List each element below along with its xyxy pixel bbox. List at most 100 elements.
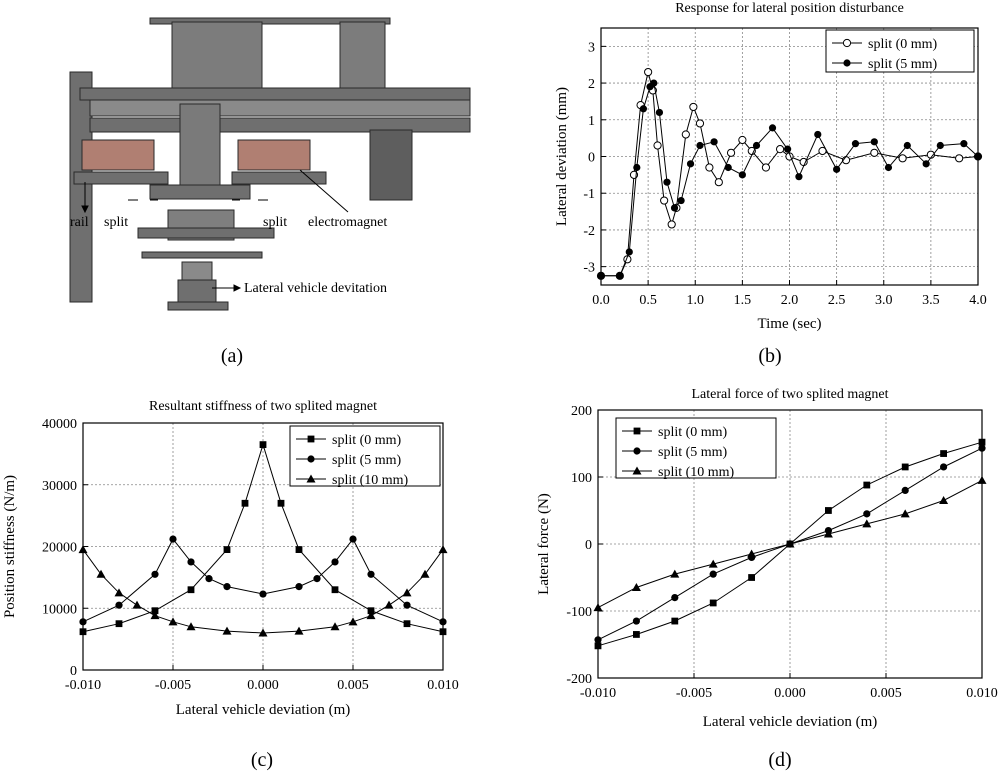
data-point xyxy=(115,620,123,628)
data-point xyxy=(671,594,679,602)
y-tick-label: -1 xyxy=(583,187,595,202)
data-point xyxy=(367,607,375,615)
maglev-diagram xyxy=(69,17,471,311)
x-tick-label: 4.0 xyxy=(969,293,987,308)
x-axis-label: Lateral vehicle deviation (m) xyxy=(176,702,351,718)
data-point xyxy=(650,79,658,87)
data-point xyxy=(348,617,358,626)
data-point xyxy=(633,163,641,172)
data-point xyxy=(708,559,718,568)
y-tick-label: 30000 xyxy=(42,479,77,494)
data-point xyxy=(79,628,87,636)
data-point xyxy=(851,140,860,148)
data-point xyxy=(670,204,679,212)
data-point xyxy=(747,549,757,558)
data-point xyxy=(901,486,909,494)
data-point xyxy=(862,519,872,528)
y-tick-label: 20000 xyxy=(42,541,77,556)
data-point xyxy=(96,569,106,578)
y-tick-label: -200 xyxy=(566,672,592,687)
chart-lateral-response: 0.0 0.5 1.0 1.5 2.0 2.5 3.0 3.5 4.0 -3 -2 -1 0 1 2 3 Res… xyxy=(554,1,987,332)
y-tick-label: -2 xyxy=(583,224,595,239)
data-point xyxy=(710,138,718,146)
data-point xyxy=(114,588,124,597)
data-point xyxy=(294,626,304,635)
data-point xyxy=(795,173,803,181)
data-point xyxy=(259,441,267,449)
left-frame xyxy=(69,71,93,303)
series-2 xyxy=(79,535,447,626)
data-point xyxy=(439,628,447,636)
legend-label: split (5 mm) xyxy=(332,453,402,468)
data-point xyxy=(978,438,986,446)
data-point xyxy=(677,196,685,205)
rail-right xyxy=(231,171,327,185)
legend-label: split (0 mm) xyxy=(868,37,938,52)
data-point xyxy=(402,588,412,597)
foot xyxy=(167,301,229,311)
data-point xyxy=(726,148,736,157)
cross-beam-2 xyxy=(89,99,471,117)
rail-label: rail xyxy=(70,215,89,230)
legend-label: split (10 mm) xyxy=(658,465,735,480)
legend: split (0 mm) split (5 mm) split (10 mm) xyxy=(289,425,441,488)
data-point xyxy=(901,463,909,471)
x-tick-label: 0.000 xyxy=(774,686,806,701)
data-point xyxy=(366,611,376,620)
x-tick-label: 2.5 xyxy=(828,293,846,308)
y-tick-label: 40000 xyxy=(42,417,77,432)
data-point xyxy=(258,628,268,637)
x-tick-label: -0.005 xyxy=(155,678,191,693)
data-point xyxy=(705,163,714,172)
data-point xyxy=(940,463,948,471)
data-point xyxy=(295,583,303,591)
legend-label: split (0 mm) xyxy=(658,425,728,440)
data-point xyxy=(709,599,717,607)
x-tick-label: 1.5 xyxy=(734,293,752,308)
series-2 xyxy=(597,79,982,280)
stem-lower xyxy=(177,279,217,305)
data-point xyxy=(775,145,785,154)
data-point xyxy=(631,583,641,592)
data-point xyxy=(403,601,411,609)
lower-plate xyxy=(137,227,275,239)
panel-label-c: (c) xyxy=(251,749,273,771)
data-point xyxy=(940,450,947,457)
split-label-right: split xyxy=(263,215,287,230)
y-tick-label: -3 xyxy=(583,261,595,276)
y-tick-label: -100 xyxy=(566,605,592,620)
data-point xyxy=(974,152,982,161)
upper-column-right xyxy=(339,21,386,93)
data-point xyxy=(689,102,698,112)
data-point xyxy=(639,105,648,113)
data-point xyxy=(681,130,690,139)
data-point xyxy=(616,272,624,280)
x-tick-label: 0.010 xyxy=(427,678,459,693)
y-axis-label: Lateral force (N) xyxy=(536,493,552,595)
data-point xyxy=(724,163,732,172)
series-3 xyxy=(78,545,448,637)
data-point xyxy=(403,620,411,628)
data-point xyxy=(825,507,832,514)
cross-beam-3 xyxy=(89,117,471,133)
y-tick-label: 0 xyxy=(70,664,77,679)
data-point xyxy=(79,618,87,626)
data-point xyxy=(349,535,357,543)
electromagnet-leader xyxy=(299,169,349,213)
data-point xyxy=(660,196,669,205)
rail-left xyxy=(73,171,169,185)
data-point xyxy=(439,618,447,626)
data-point xyxy=(438,545,448,554)
data-point xyxy=(169,535,177,543)
split-label-left: split xyxy=(104,215,128,230)
data-point xyxy=(420,569,430,578)
chart-title: Resultant stiffness of two splited magne… xyxy=(149,399,377,414)
base-plate xyxy=(141,251,263,259)
legend-box xyxy=(825,29,975,73)
data-point xyxy=(593,603,603,612)
data-point xyxy=(223,546,231,553)
data-point xyxy=(936,141,944,150)
chart-title: Lateral force of two splited magnet xyxy=(691,387,888,402)
data-point xyxy=(709,570,717,578)
